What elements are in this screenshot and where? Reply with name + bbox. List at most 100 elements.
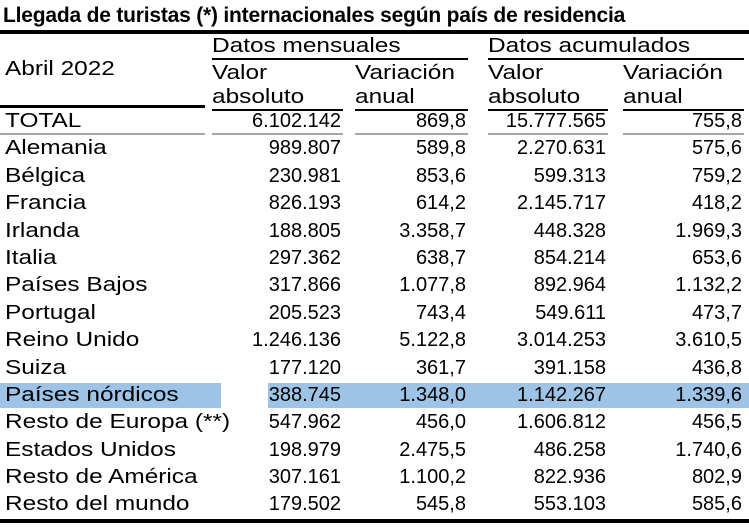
column-header-accumulated-variation: Variación anual: [623, 60, 744, 111]
page-title-text: Llegada de turistas (*) internacionales …: [3, 4, 626, 27]
cell-accumulated-value: 1.606.812: [517, 411, 606, 434]
cell-accumulated-variation: 3.610,5: [675, 329, 742, 352]
row-label: Italia: [5, 246, 57, 269]
cell-monthly-variation: 614,2: [415, 192, 466, 215]
row-label: Alemania: [5, 137, 107, 160]
row-label: Suiza: [5, 356, 67, 379]
column-header-monthly-variation: Variación anual: [355, 60, 468, 111]
cell-accumulated-value: 2.270.631: [517, 137, 606, 160]
table-row: Alemania 989.807 589,8 2.270.631 575,6: [0, 135, 749, 162]
column-group-accumulated: Datos acumulados Valor absoluto Variació…: [488, 34, 744, 111]
column-group-accumulated-label: Datos acumulados: [488, 34, 744, 60]
cell-monthly-value: 317.866: [268, 274, 341, 297]
table-row: Portugal 205.523 743,4 549.611 473,7: [0, 300, 749, 327]
row-label: Estados Unidos: [5, 438, 176, 461]
column-group-monthly-label: Datos mensuales: [212, 34, 468, 60]
table-row: Bélgica 230.981 853,6 599.313 759,2: [0, 163, 749, 190]
cell-accumulated-value: 486.258: [533, 438, 606, 461]
cell-monthly-value: 230.981: [268, 164, 341, 187]
cell-accumulated-variation: 755,8: [623, 108, 744, 136]
cell-monthly-variation: 1.077,8: [399, 274, 466, 297]
cell-monthly-value: 307.161: [268, 466, 341, 489]
column-group-accumulated-subheaders: Valor absoluto Variación anual: [488, 60, 744, 111]
cell-monthly-variation: 3.358,7: [399, 219, 466, 242]
table-row: Resto de Europa (**) 547.962 456,0 1.606…: [0, 409, 749, 436]
table-row: Países nórdicos 388.745 1.348,0 1.142.26…: [0, 381, 749, 410]
cell-monthly-variation: 853,6: [415, 164, 466, 187]
table-header: Abril 2022 Datos mensuales Valor absolut…: [0, 34, 749, 111]
cell-monthly-value: 547.962: [268, 411, 341, 434]
cell-monthly-variation: 589,8: [415, 137, 466, 160]
cell-accumulated-value: 892.964: [533, 274, 606, 297]
cell-accumulated-value: 854.214: [533, 246, 606, 269]
cell-accumulated-value: 448.328: [533, 219, 606, 242]
cell-accumulated-variation: 473,7: [691, 301, 742, 324]
cell-accumulated-variation: 759,2: [691, 164, 742, 187]
row-label: Francia: [5, 192, 87, 215]
cell-monthly-value: 297.362: [268, 246, 341, 269]
cell-monthly-value: 179.502: [268, 493, 341, 516]
cell-accumulated-value: 553.103: [533, 493, 606, 516]
table-row: Francia 826.193 614,2 2.145.717 418,2: [0, 190, 749, 217]
cell-accumulated-value: 15.777.565: [488, 108, 608, 136]
cell-accumulated-variation: 418,2: [691, 192, 742, 215]
row-label: Reino Unido: [5, 329, 140, 352]
cell-monthly-variation: 1.100,2: [399, 466, 466, 489]
cell-monthly-value: 826.193: [268, 192, 341, 215]
cell-monthly-variation: 361,7: [415, 356, 466, 379]
cell-monthly-variation: 869,8: [355, 108, 468, 136]
cell-accumulated-value: 3.014.253: [517, 329, 606, 352]
column-header-accumulated-absolute: Valor absoluto: [488, 60, 608, 111]
column-group-monthly: Datos mensuales Valor absoluto Variación…: [212, 34, 468, 111]
cell-monthly-variation: 456,0: [415, 411, 466, 434]
cell-accumulated-value: 2.145.717: [517, 192, 606, 215]
page-title: Llegada de turistas (*) internacionales …: [0, 0, 749, 30]
table-row: Resto del mundo 179.502 545,8 553.103 58…: [0, 491, 749, 518]
row-label: Portugal: [5, 301, 96, 324]
cell-accumulated-value: 599.313: [533, 164, 606, 187]
row-label: Países nórdicos: [5, 383, 179, 406]
cell-accumulated-variation: 1.339,6: [675, 383, 742, 406]
cell-monthly-value: 177.120: [268, 356, 341, 379]
cell-monthly-variation: 1.348,0: [399, 383, 466, 406]
table-row: Países Bajos 317.866 1.077,8 892.964 1.1…: [0, 272, 749, 299]
cell-monthly-value: 6.102.142: [212, 108, 343, 136]
row-label: TOTAL: [0, 108, 205, 136]
column-header-monthly-absolute: Valor absoluto: [212, 60, 343, 111]
cell-accumulated-value: 822.936: [533, 466, 606, 489]
cell-accumulated-variation: 653,6: [691, 246, 742, 269]
cell-monthly-variation: 545,8: [415, 493, 466, 516]
cell-accumulated-variation: 456,5: [691, 411, 742, 434]
cell-accumulated-variation: 1.969,3: [675, 219, 742, 242]
cell-accumulated-variation: 1.132,2: [675, 274, 742, 297]
table-row: Irlanda 188.805 3.358,7 448.328 1.969,3: [0, 218, 749, 245]
tourist-arrivals-table: Abril 2022 Datos mensuales Valor absolut…: [0, 34, 749, 523]
cell-monthly-value: 198.979: [268, 438, 341, 461]
row-label: Resto de Europa (**): [5, 411, 231, 434]
row-label: Países Bajos: [5, 274, 148, 297]
cell-monthly-value: 989.807: [268, 137, 341, 160]
table-row: Italia 297.362 638,7 854.214 653,6: [0, 245, 749, 272]
table-row: Reino Unido 1.246.136 5.122,8 3.014.253 …: [0, 327, 749, 354]
cell-accumulated-variation: 436,8: [691, 356, 742, 379]
period-label-cell: Abril 2022: [0, 34, 205, 108]
cell-monthly-variation: 743,4: [415, 301, 466, 324]
cell-accumulated-variation: 575,6: [691, 137, 742, 160]
cell-monthly-variation: 2.475,5: [399, 438, 466, 461]
table-row: Resto de América 307.161 1.100,2 822.936…: [0, 464, 749, 491]
cell-monthly-variation: 5.122,8: [399, 329, 466, 352]
cell-accumulated-variation: 802,9: [691, 466, 742, 489]
row-label: Irlanda: [5, 219, 80, 242]
period-label: Abril 2022: [5, 58, 115, 80]
cell-monthly-value: 388.745: [268, 383, 341, 406]
cell-accumulated-variation: 1.740,6: [675, 438, 742, 461]
cell-monthly-value: 188.805: [268, 219, 341, 242]
row-label: Bélgica: [5, 164, 86, 187]
table-row: Suiza 177.120 361,7 391.158 436,8: [0, 355, 749, 382]
table-row: Estados Unidos 198.979 2.475,5 486.258 1…: [0, 437, 749, 464]
cell-accumulated-value: 1.142.267: [517, 383, 606, 406]
column-group-monthly-subheaders: Valor absoluto Variación anual: [212, 60, 468, 111]
title-rule: [0, 30, 749, 34]
cell-monthly-value: 205.523: [268, 301, 341, 324]
